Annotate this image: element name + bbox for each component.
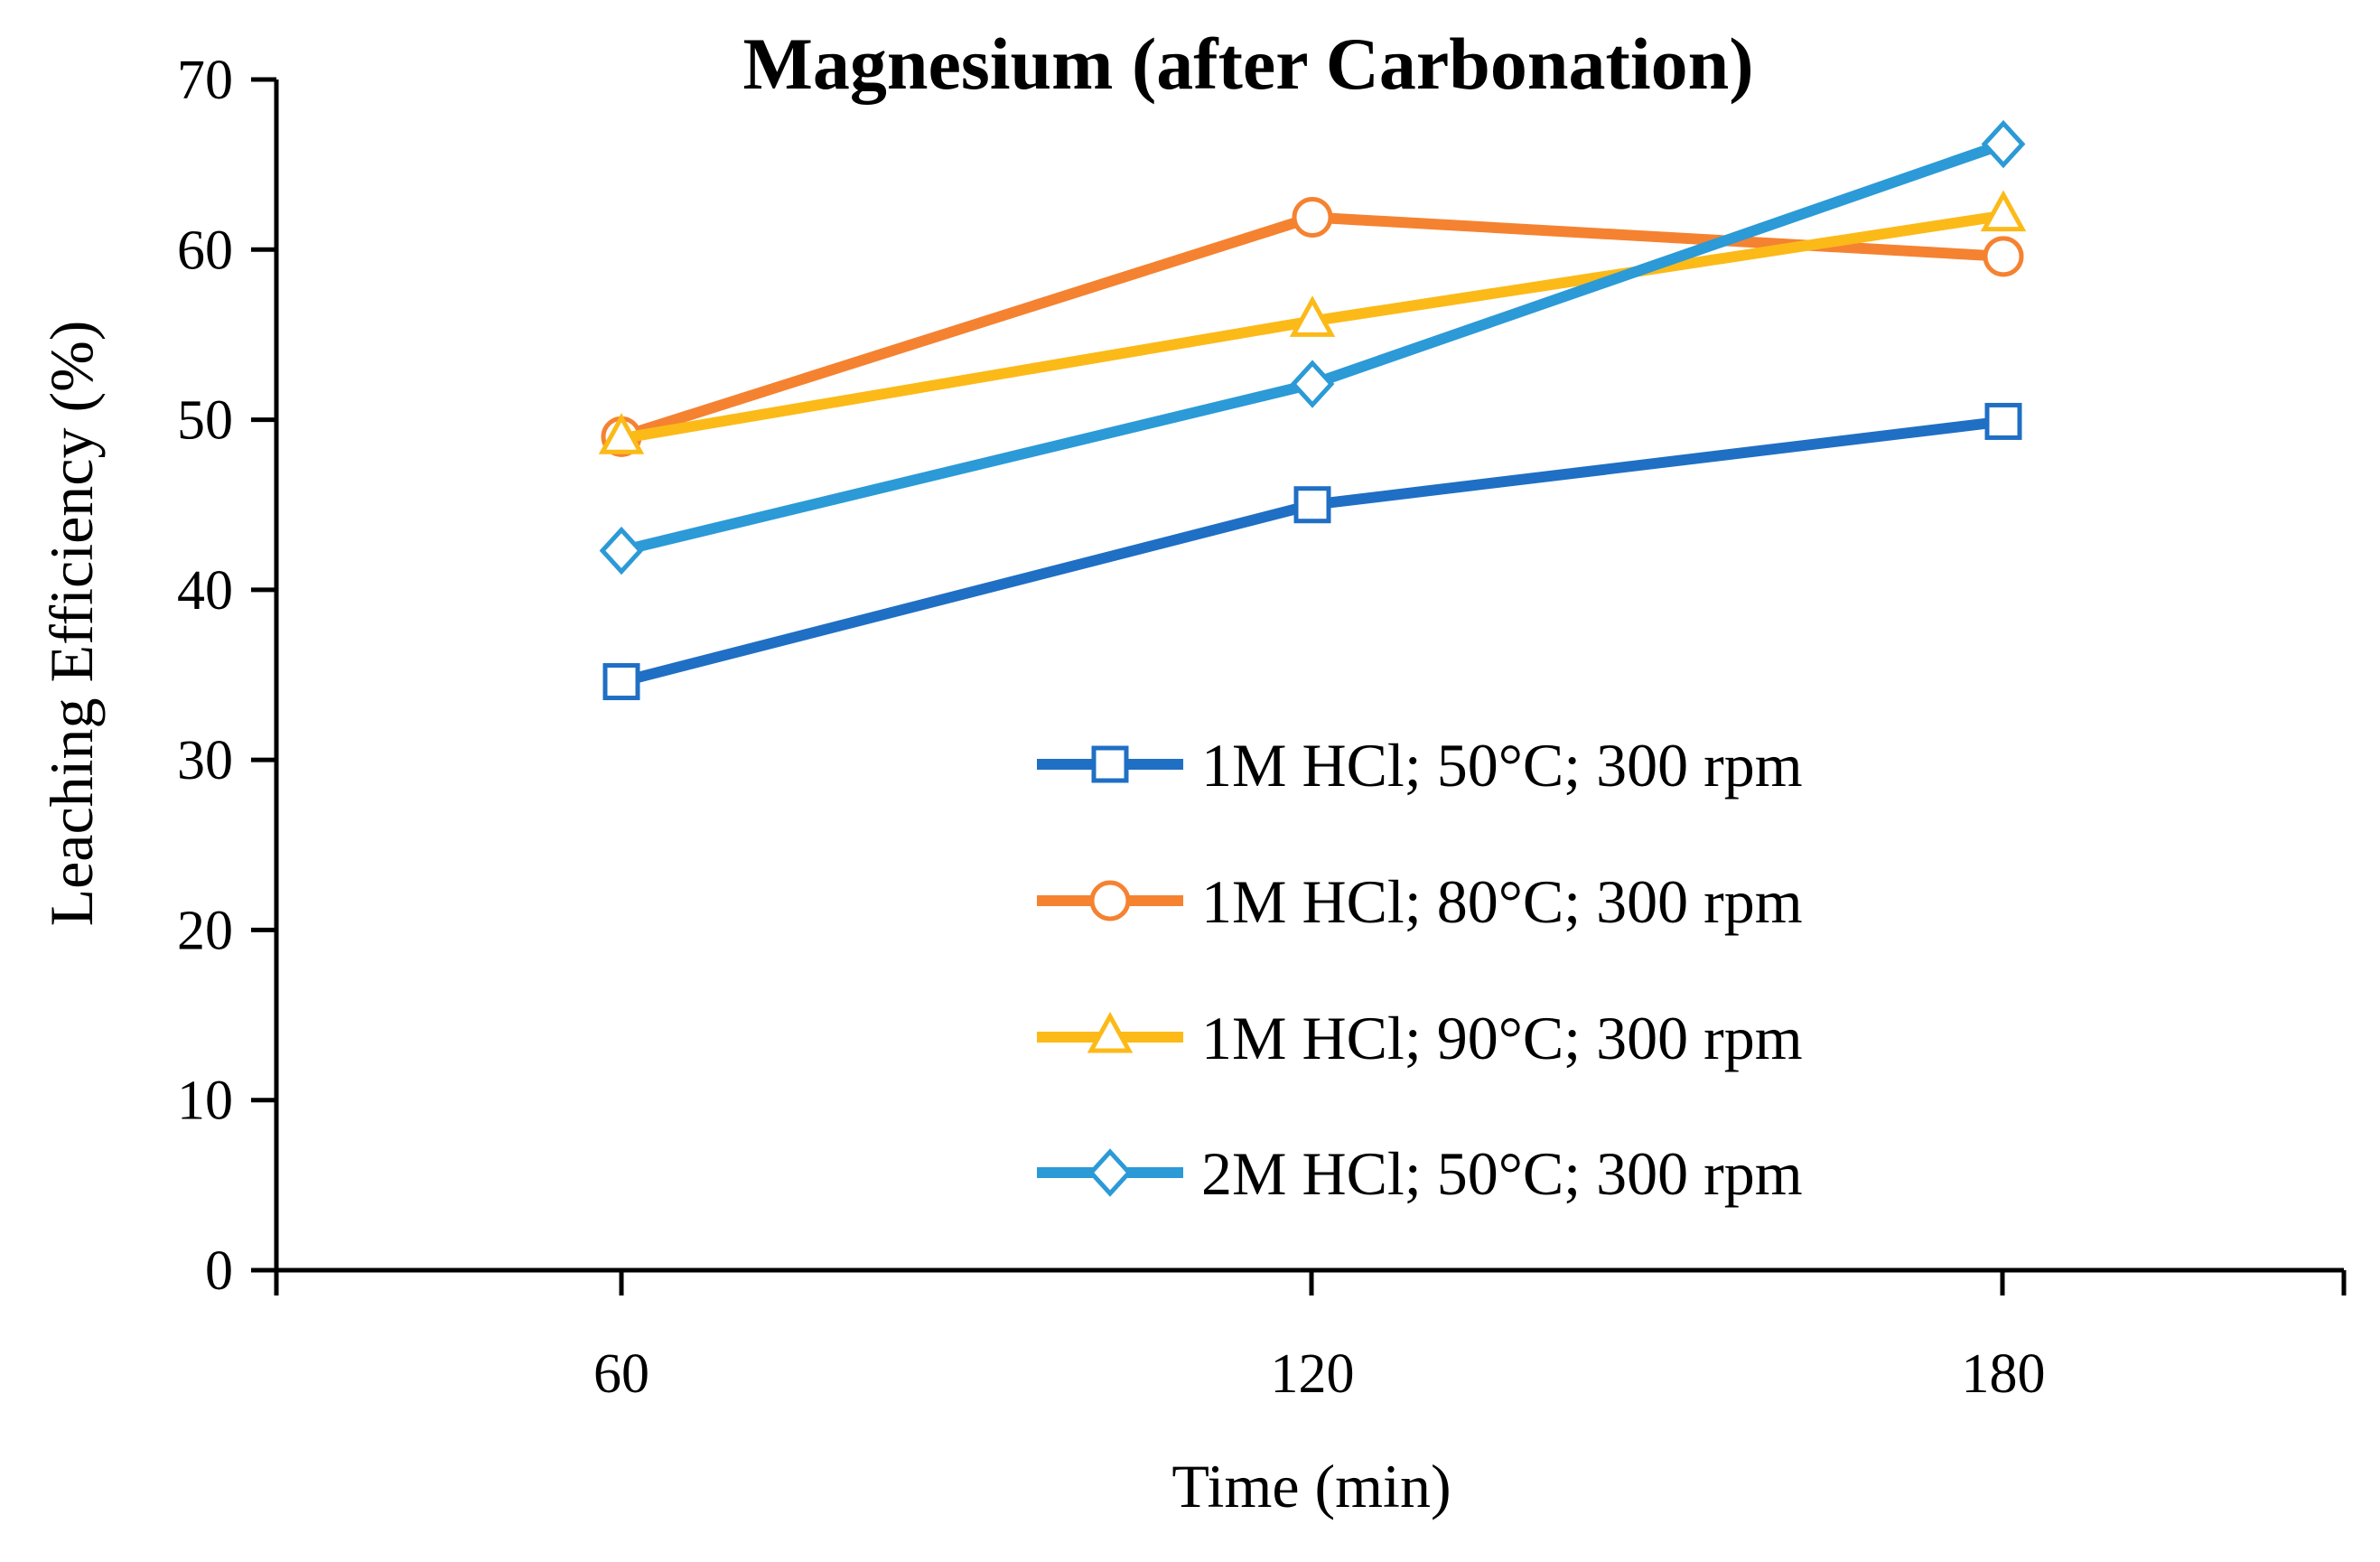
legend-swatch-marker xyxy=(1087,1148,1133,1197)
y-tick-label: 0 xyxy=(205,1240,233,1302)
data-point xyxy=(1293,486,1331,524)
y-tick-label: 30 xyxy=(177,730,233,791)
data-point xyxy=(599,526,644,575)
data-point xyxy=(1289,295,1336,337)
legend-label: 1M HCl; 80°C; 300 rpm xyxy=(1201,867,1803,936)
y-tick-label: 50 xyxy=(177,390,233,452)
data-point xyxy=(1290,360,1335,408)
series-3 xyxy=(598,190,2027,454)
y-tick-label: 60 xyxy=(177,220,233,281)
axes: 0 10 20 30 40 50 60 70 60 120 180 xyxy=(177,50,2347,1405)
data-point xyxy=(598,413,645,454)
legend-swatch-marker xyxy=(1089,880,1131,921)
data-point xyxy=(1980,190,2027,232)
legend-item: 1M HCl; 50°C; 300 rpm xyxy=(1037,731,1803,800)
series-line xyxy=(616,416,2009,687)
legend-label: 2M HCl; 50°C; 300 rpm xyxy=(1201,1139,1803,1208)
legend-label: 1M HCl; 50°C; 300 rpm xyxy=(1201,731,1803,800)
legend-swatch-marker xyxy=(1087,1011,1134,1053)
legend-item: 1M HCl; 80°C; 300 rpm xyxy=(1037,867,1803,936)
y-tick-label: 20 xyxy=(177,900,233,961)
series-4 xyxy=(599,119,2026,575)
x-tick-label: 180 xyxy=(1962,1343,2046,1405)
data-point xyxy=(1984,402,2022,440)
y-tick-label: 10 xyxy=(177,1071,233,1132)
data-point xyxy=(1292,197,1333,239)
legend-swatch-marker xyxy=(1091,745,1129,783)
y-tick-label: 40 xyxy=(177,560,233,622)
series-group xyxy=(598,119,2027,701)
x-tick-label: 120 xyxy=(1271,1343,1355,1405)
chart-title: Magnesium (after Carbonation) xyxy=(742,23,1753,105)
x-axis-title: Time (min) xyxy=(1171,1452,1451,1520)
y-tick-label: 70 xyxy=(177,50,233,111)
series-1 xyxy=(602,402,2022,701)
data-point xyxy=(1983,236,2024,277)
legend-item: 1M HCl; 90°C; 300 rpm xyxy=(1037,1004,1803,1072)
y-axis-title: Leaching Efficiency (%) xyxy=(37,321,106,927)
legend-label: 1M HCl; 90°C; 300 rpm xyxy=(1201,1004,1803,1072)
legend-item: 2M HCl; 50°C; 300 rpm xyxy=(1037,1139,1803,1208)
data-point xyxy=(1981,119,2026,169)
legend: 1M HCl; 50°C; 300 rpm 1M HCl; 80°C; 300 r… xyxy=(1037,731,1803,1208)
x-tick-label: 60 xyxy=(593,1343,649,1405)
data-point xyxy=(602,663,640,701)
